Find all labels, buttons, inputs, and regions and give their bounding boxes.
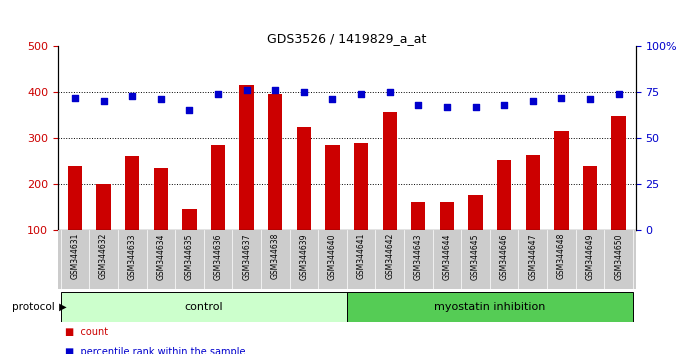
Point [270,87,281,93]
Bar [239,85,254,230]
Text: GSM344643: GSM344643 [414,233,423,280]
Bar [526,155,540,230]
Bar [154,167,168,230]
Text: GSM344639: GSM344639 [299,233,308,280]
Bar [182,210,197,230]
Text: GSM344636: GSM344636 [214,233,222,280]
Point [126,93,137,98]
Bar [583,166,597,230]
Bar [354,143,369,230]
Text: ■  count: ■ count [65,327,107,337]
Text: GSM344650: GSM344650 [614,233,623,280]
Bar [296,126,311,230]
Text: GSM344632: GSM344632 [99,233,108,279]
Bar [61,292,347,322]
Bar [347,292,633,322]
Point [528,98,539,104]
Text: GSM344633: GSM344633 [128,233,137,280]
Text: GSM344631: GSM344631 [71,233,80,279]
Text: GSM344644: GSM344644 [443,233,452,280]
Text: ■  percentile rank within the sample: ■ percentile rank within the sample [65,347,245,354]
Point [98,98,109,104]
Bar [411,202,426,230]
Bar [97,184,111,230]
Text: protocol: protocol [12,302,54,312]
Point [241,87,252,93]
Point [470,104,481,110]
Point [327,97,338,102]
Text: GSM344640: GSM344640 [328,233,337,280]
Title: GDS3526 / 1419829_a_at: GDS3526 / 1419829_a_at [267,32,426,45]
Bar [383,112,397,230]
Point [69,95,80,101]
Text: GSM344646: GSM344646 [500,233,509,280]
Bar [497,160,511,230]
Point [299,89,309,95]
Text: GSM344641: GSM344641 [356,233,366,279]
Text: GSM344635: GSM344635 [185,233,194,280]
Bar [554,131,568,230]
Text: GSM344647: GSM344647 [528,233,537,280]
Text: myostatin inhibition: myostatin inhibition [435,302,545,312]
Point [155,97,166,102]
Point [184,108,195,113]
Text: GSM344638: GSM344638 [271,233,279,279]
Bar [211,145,225,230]
Point [413,102,424,108]
Point [498,102,509,108]
Point [356,91,367,97]
Text: ▶: ▶ [56,302,67,312]
Point [585,97,596,102]
Bar [325,145,339,230]
Bar [469,195,483,230]
Bar [68,166,82,230]
Point [441,104,452,110]
Bar [125,156,139,230]
Text: GSM344645: GSM344645 [471,233,480,280]
Point [613,91,624,97]
Bar [440,201,454,230]
Text: GSM344637: GSM344637 [242,233,251,280]
Bar [611,116,626,230]
Text: GSM344648: GSM344648 [557,233,566,279]
Text: GSM344634: GSM344634 [156,233,165,280]
Point [384,89,395,95]
Text: GSM344642: GSM344642 [386,233,394,279]
Point [556,95,567,101]
Text: GSM344649: GSM344649 [585,233,594,280]
Bar [268,94,282,230]
Point [213,91,224,97]
Text: control: control [184,302,223,312]
